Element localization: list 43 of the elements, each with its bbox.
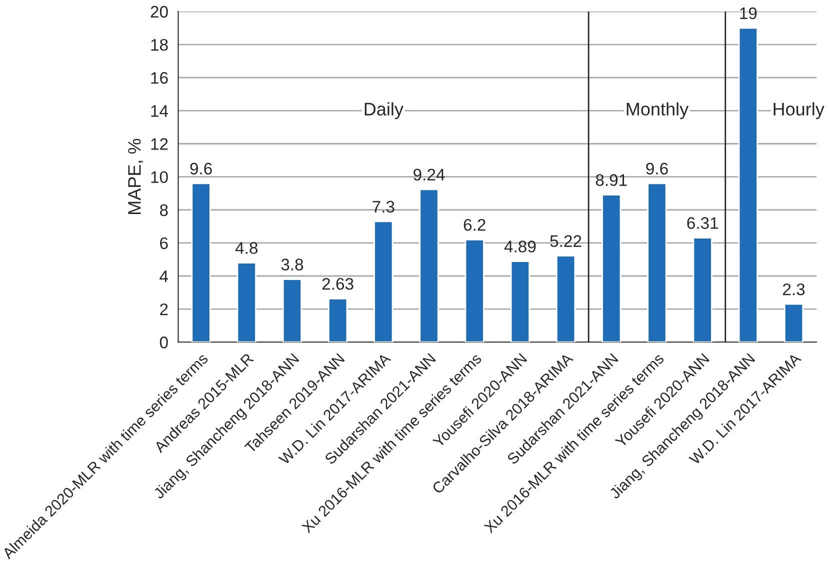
bar — [510, 260, 530, 342]
bar — [556, 255, 576, 342]
data-label: 9.6 — [190, 162, 212, 175]
y-tick-label: 10 — [151, 171, 168, 184]
y-tick-label: 18 — [151, 38, 168, 51]
y-tick-label: 20 — [150, 6, 168, 18]
data-label: 6.31 — [687, 217, 718, 229]
y-tick-label: 4 — [160, 270, 168, 282]
bar — [464, 238, 484, 342]
annotation: Hourly — [774, 102, 824, 120]
y-axis-title: MAPE, % — [128, 138, 143, 214]
bar — [282, 278, 302, 342]
bar — [602, 194, 622, 342]
data-label: 9.24 — [414, 168, 445, 181]
data-label: 7.3 — [372, 200, 394, 213]
annotation: Daily — [364, 102, 404, 120]
data-label: 2.63 — [322, 278, 354, 290]
data-label: 2.3 — [783, 283, 805, 296]
bar — [236, 262, 256, 342]
y-tick-label: 6 — [160, 237, 168, 250]
y-tick-label: 0 — [160, 336, 168, 348]
bar — [419, 188, 439, 342]
y-tick-label: 2 — [160, 303, 168, 316]
y-tick-label: 14 — [151, 105, 168, 117]
y-tick-label: 8 — [160, 204, 168, 216]
data-label: 3.8 — [281, 258, 304, 270]
bar — [738, 27, 758, 342]
data-label: 8.91 — [596, 174, 627, 186]
bar — [784, 303, 804, 342]
y-tick-label: 16 — [151, 72, 168, 84]
bar — [328, 298, 348, 342]
data-label: 9.6 — [646, 162, 668, 175]
data-label: 19 — [740, 7, 757, 20]
bar — [374, 220, 394, 342]
bar — [191, 182, 211, 342]
data-label: 6.2 — [464, 218, 486, 231]
data-label: 4.89 — [504, 240, 536, 252]
data-label: 4.8 — [235, 242, 258, 254]
annotation: Monthly — [626, 102, 689, 120]
y-tick-label: 12 — [151, 138, 168, 150]
bar — [647, 182, 667, 342]
bar — [692, 237, 712, 342]
data-label: 5.22 — [550, 235, 582, 247]
